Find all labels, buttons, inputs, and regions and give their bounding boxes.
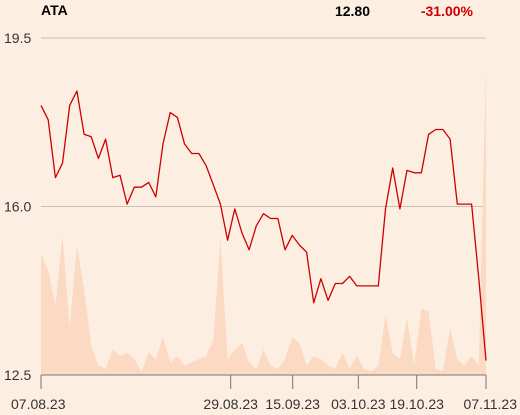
x-tick-label: 29.08.23 <box>203 396 258 412</box>
price-line <box>40 90 487 361</box>
ticker-label: ATA <box>41 2 68 18</box>
x-tick-label: 03.10.23 <box>331 396 386 412</box>
grid-lines <box>41 37 486 207</box>
x-tick-label: 15.09.23 <box>265 396 320 412</box>
x-tick-label: 19.10.23 <box>389 396 444 412</box>
price-value: 12.80 <box>335 3 370 19</box>
y-tick-label: 19.5 <box>4 30 31 46</box>
x-tick-labels: 07.08.23 29.08.23 15.09.23 03.10.23 19.10.23… <box>11 396 517 412</box>
x-tick-marks <box>40 375 487 389</box>
x-tick-label: 07.08.23 <box>11 396 66 412</box>
y-tick-labels: 19.5 16.0 12.5 <box>4 30 31 383</box>
volume-area <box>41 67 486 375</box>
y-tick-label: 16.0 <box>4 199 31 215</box>
y-tick-label: 12.5 <box>4 367 31 383</box>
x-tick-label: 07.11.23 <box>464 396 518 412</box>
change-percent: -31.00% <box>421 3 474 19</box>
